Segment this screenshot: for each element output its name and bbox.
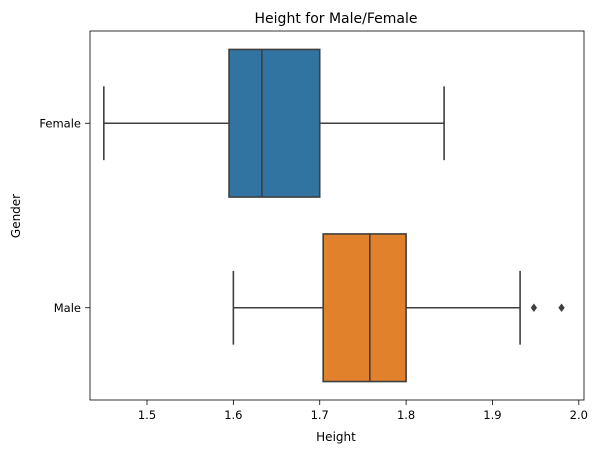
box-female [228,48,321,198]
x-tick-label: 1.9 [483,408,501,422]
box-male [322,233,407,383]
x-tick-label: 1.8 [397,408,415,422]
y-tick-label: Female [39,116,81,130]
chart-title: Height for Male/Female [255,11,418,27]
y-tick-label: Male [54,301,81,315]
x-tick-label: 1.7 [311,408,329,422]
x-tick-label: 2.0 [570,408,588,422]
outlier-point-male [530,303,538,312]
plot-area: 1.5 1.6 1.7 1.8 1.9 2.0 Female Male [39,30,588,422]
y-axis-label: Gender [9,194,23,238]
plot-frame [89,30,585,401]
x-tick-label: 1.5 [138,408,156,422]
outlier-point-male [558,303,565,312]
x-tick-label: 1.6 [224,408,242,422]
x-axis-label: Height [316,430,356,444]
